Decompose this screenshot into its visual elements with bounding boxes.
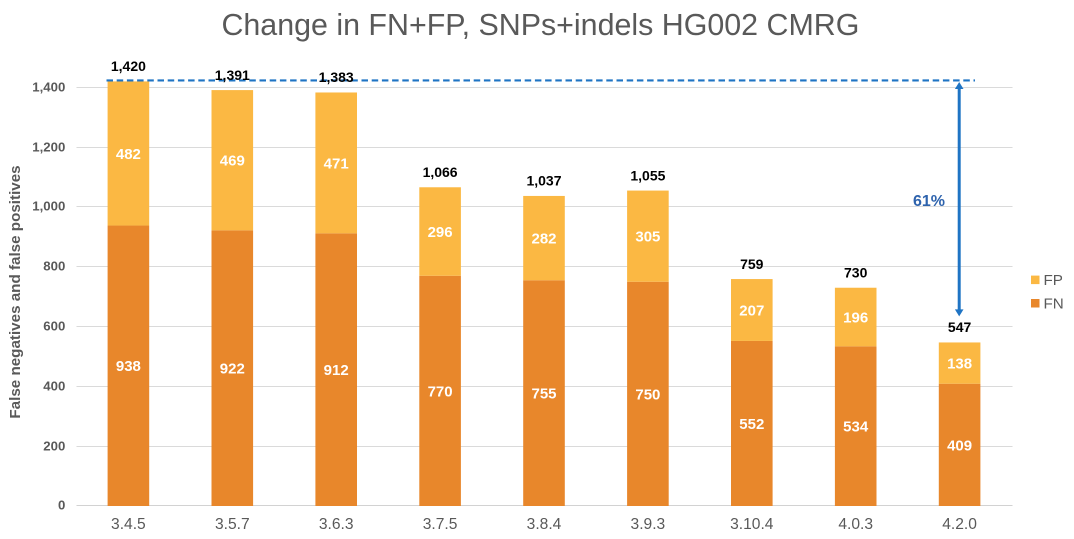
- svg-text:552: 552: [739, 416, 764, 433]
- svg-text:471: 471: [324, 155, 349, 172]
- svg-text:759: 759: [740, 256, 764, 272]
- svg-text:3.4.5: 3.4.5: [111, 516, 146, 533]
- svg-text:207: 207: [739, 302, 764, 319]
- svg-text:3.6.3: 3.6.3: [319, 516, 354, 533]
- svg-text:3.10.4: 3.10.4: [730, 516, 774, 533]
- svg-text:770: 770: [428, 383, 453, 400]
- svg-text:469: 469: [220, 153, 245, 170]
- svg-text:1,420: 1,420: [111, 58, 146, 74]
- svg-text:922: 922: [220, 361, 245, 378]
- svg-text:1,066: 1,066: [423, 164, 458, 180]
- svg-text:0: 0: [58, 498, 65, 513]
- svg-text:3.7.5: 3.7.5: [423, 516, 458, 533]
- svg-text:305: 305: [635, 229, 660, 246]
- svg-text:547: 547: [948, 319, 972, 335]
- svg-text:61%: 61%: [913, 193, 945, 210]
- svg-text:750: 750: [635, 386, 660, 403]
- svg-text:3.8.4: 3.8.4: [527, 516, 562, 533]
- svg-text:200: 200: [43, 439, 65, 454]
- svg-text:296: 296: [428, 224, 453, 241]
- svg-text:938: 938: [116, 358, 141, 375]
- svg-text:600: 600: [43, 319, 65, 334]
- svg-text:400: 400: [43, 379, 65, 394]
- svg-text:1,400: 1,400: [32, 80, 65, 95]
- svg-text:1,391: 1,391: [215, 67, 250, 83]
- svg-text:730: 730: [844, 264, 868, 280]
- svg-text:800: 800: [43, 259, 65, 274]
- svg-text:False negatives and false posi: False negatives and false positives: [7, 165, 24, 418]
- svg-text:Change in FN+FP, SNPs+indels H: Change in FN+FP, SNPs+indels HG002 CMRG: [221, 8, 859, 42]
- svg-text:1,037: 1,037: [526, 173, 561, 189]
- svg-text:4.0.3: 4.0.3: [838, 516, 873, 533]
- svg-text:FN: FN: [1044, 295, 1064, 312]
- svg-text:534: 534: [843, 419, 869, 436]
- svg-text:1,383: 1,383: [319, 69, 354, 85]
- svg-text:409: 409: [947, 437, 972, 454]
- svg-text:3.5.7: 3.5.7: [215, 516, 250, 533]
- svg-text:912: 912: [324, 362, 349, 379]
- svg-text:3.9.3: 3.9.3: [631, 516, 666, 533]
- svg-text:1,055: 1,055: [630, 167, 665, 183]
- svg-text:4.2.0: 4.2.0: [942, 516, 977, 533]
- svg-text:1,000: 1,000: [32, 199, 65, 214]
- svg-text:282: 282: [531, 231, 556, 248]
- svg-text:196: 196: [843, 309, 868, 326]
- svg-text:755: 755: [531, 386, 556, 403]
- svg-text:482: 482: [116, 146, 141, 163]
- svg-text:FP: FP: [1044, 272, 1063, 289]
- svg-text:138: 138: [947, 356, 972, 373]
- svg-text:1,200: 1,200: [32, 140, 65, 155]
